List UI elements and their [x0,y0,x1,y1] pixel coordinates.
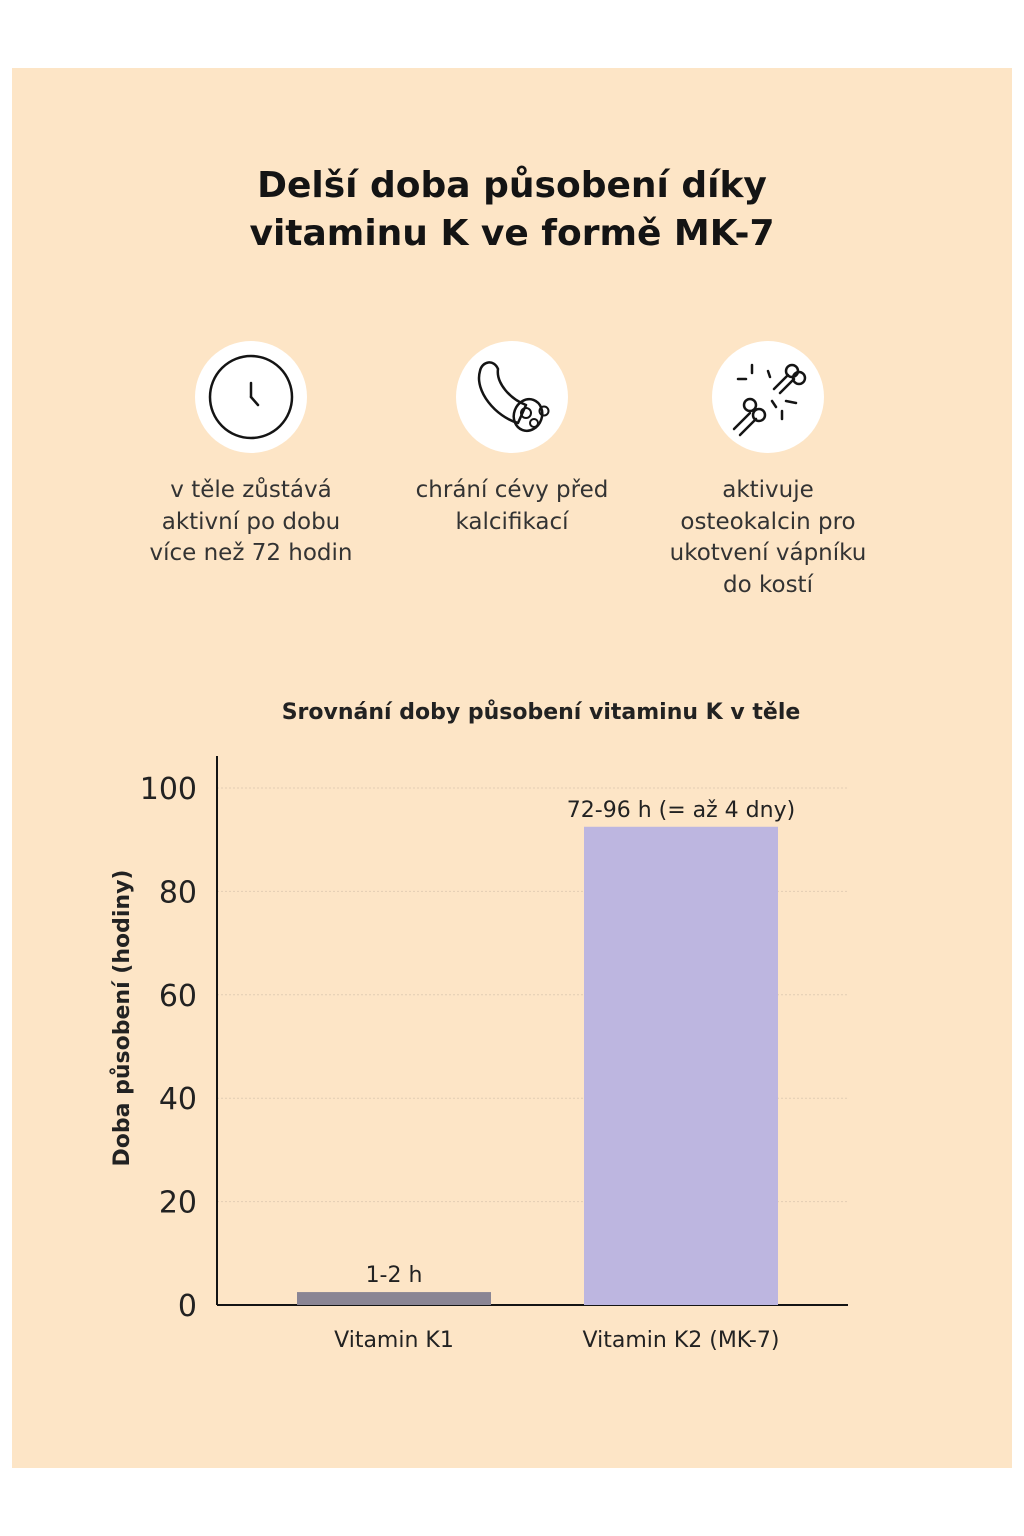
feature-text-bones: aktivuje osteokalcin pro ukotvení vápník… [648,475,888,601]
x-tick-label: Vitamin K1 [334,1328,454,1353]
feature-1-line-3: více než 72 hodin [149,540,353,566]
feature-3-line-3: ukotvení vápníku [669,540,867,566]
x-tick-label: Vitamin K2 (MK-7) [583,1328,780,1353]
bar-1 [297,1292,491,1305]
y-tick-label: 60 [159,979,197,1014]
feature-vessels: chrání cévy před kalcifikací [392,341,632,538]
blood-vessel-icon [456,341,568,453]
y-tick-label: 20 [159,1186,197,1221]
y-tick-label: 80 [159,875,197,910]
data-label-1: 1-2 h [366,1263,423,1288]
chart-title: Srovnání doby působení vitaminu K v těle [281,700,801,725]
y-tick-label: 0 [178,1289,197,1324]
title-line-1: Delší doba působení díky [257,165,767,206]
feature-2-line-1: chrání cévy před [415,477,609,503]
clock-icon [195,341,307,453]
bar-2 [584,826,778,1305]
infographic-panel [12,68,1012,1468]
page-title: Delší doba působení díky vitaminu K ve f… [0,162,1024,258]
data-label-2: 72-96 h (= až 4 dny) [567,798,795,823]
bone-icon [712,341,824,453]
feature-3-line-2: osteokalcin pro [680,508,856,535]
feature-2-line-2: kalcifikací [455,508,569,535]
feature-bones: aktivuje osteokalcin pro ukotvení vápník… [648,341,888,601]
title-line-2: vitaminu K ve formě MK-7 [249,213,775,254]
y-axis-title: Doba působení (hodiny) [110,870,135,1167]
y-tick-label: 40 [159,1082,197,1117]
feature-3-line-4: do kostí [723,571,813,598]
feature-1-line-2: aktivní po dobu [161,508,341,535]
feature-duration: v těle zůstává aktivní po dobu více než … [131,341,371,570]
feature-1-line-1: v těle zůstává [170,477,332,503]
feature-text-vessels: chrání cévy před kalcifikací [392,475,632,538]
feature-text-duration: v těle zůstává aktivní po dobu více než … [131,475,371,570]
feature-3-line-1: aktivuje [722,477,814,503]
y-tick-label: 100 [140,772,197,807]
